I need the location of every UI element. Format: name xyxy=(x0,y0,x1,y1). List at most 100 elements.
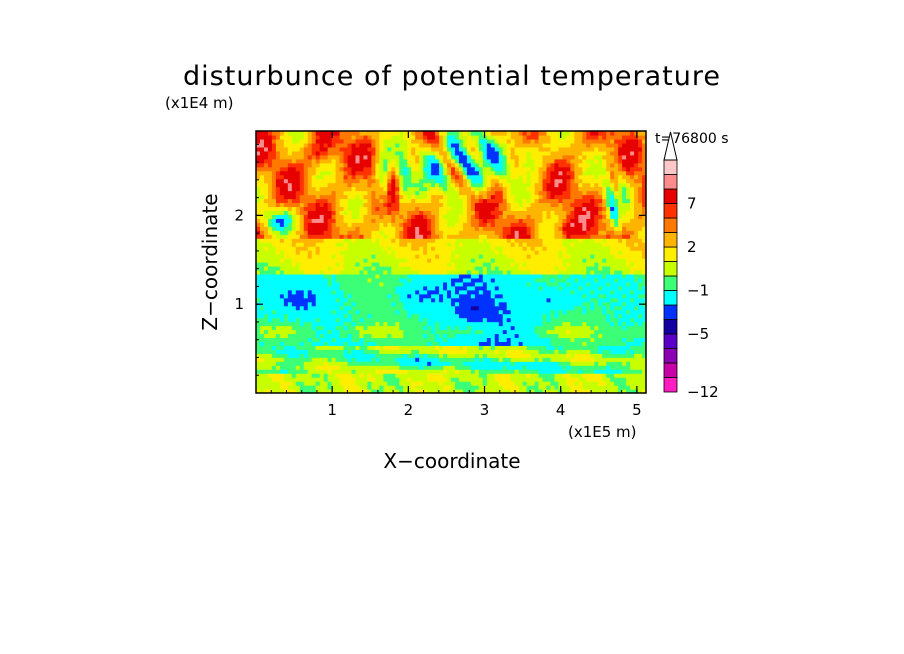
heatmap-cell xyxy=(618,293,623,299)
heatmap-cell xyxy=(291,329,297,335)
heatmap-cell xyxy=(482,349,488,354)
heatmap-cell xyxy=(566,226,571,231)
heatmap-cell xyxy=(494,329,500,335)
heatmap-cell xyxy=(383,222,388,227)
heatmap-cell xyxy=(642,389,646,393)
heatmap-cell xyxy=(606,357,611,362)
heatmap-cell xyxy=(574,234,579,239)
heatmap-cell xyxy=(466,285,472,291)
heatmap-cell xyxy=(431,293,436,299)
heatmap-cell xyxy=(470,230,476,235)
heatmap-cell xyxy=(474,313,480,319)
heatmap-cell xyxy=(387,389,392,393)
heatmap-cell xyxy=(299,238,305,243)
heatmap-cell xyxy=(510,262,516,267)
heatmap-cell xyxy=(415,214,420,219)
heatmap-cell xyxy=(526,238,532,243)
heatmap-cell xyxy=(275,341,281,346)
heatmap-cell xyxy=(287,190,293,196)
heatmap-cell xyxy=(435,273,440,279)
heatmap-cell xyxy=(514,262,520,267)
heatmap-cell xyxy=(447,246,452,251)
heatmap-cell xyxy=(311,313,317,319)
heatmap-cell xyxy=(606,210,611,215)
heatmap-cell xyxy=(534,250,540,255)
heatmap-cell xyxy=(351,373,357,378)
heatmap-cell xyxy=(542,317,548,323)
heatmap-cell xyxy=(634,234,639,239)
heatmap-cell xyxy=(566,230,571,235)
heatmap-cell xyxy=(642,250,646,255)
heatmap-cell xyxy=(594,206,599,211)
heatmap-cell xyxy=(311,222,317,227)
heatmap-cell xyxy=(319,297,325,303)
heatmap-cell xyxy=(315,293,321,299)
heatmap-cell xyxy=(538,349,544,354)
heatmap-cell xyxy=(355,250,361,255)
heatmap-cell xyxy=(303,230,309,235)
heatmap-cell xyxy=(399,273,404,279)
heatmap-cell xyxy=(327,337,333,342)
heatmap-cell xyxy=(347,361,353,366)
heatmap-cell xyxy=(375,281,380,287)
heatmap-cell xyxy=(339,361,345,366)
heatmap-cell xyxy=(275,373,281,378)
heatmap-cell xyxy=(263,202,269,208)
heatmap-cell xyxy=(359,345,365,350)
heatmap-cell xyxy=(542,361,548,366)
heatmap-cell xyxy=(256,210,261,215)
heatmap-cell xyxy=(526,345,532,350)
heatmap-cell xyxy=(554,361,560,366)
heatmap-cell xyxy=(283,262,289,267)
heatmap-cell xyxy=(311,214,317,219)
heatmap-cell xyxy=(494,349,500,354)
heatmap-cell xyxy=(375,262,380,267)
heatmap-cell xyxy=(383,194,388,200)
heatmap-cell xyxy=(303,385,309,390)
heatmap-cell xyxy=(482,333,488,339)
heatmap-cell xyxy=(291,365,297,370)
heatmap-cell xyxy=(566,273,571,279)
heatmap-cell xyxy=(447,265,452,271)
heatmap-cell xyxy=(570,238,575,243)
heatmap-cell xyxy=(343,349,349,354)
heatmap-cell xyxy=(359,321,365,327)
heatmap-cell xyxy=(331,210,337,215)
heatmap-cell xyxy=(530,325,536,331)
heatmap-cell xyxy=(506,198,512,204)
heatmap-cell xyxy=(570,258,575,263)
heatmap-cell xyxy=(598,258,603,263)
heatmap-cell xyxy=(590,273,595,279)
heatmap-cell xyxy=(259,246,265,251)
heatmap-cell xyxy=(522,242,528,247)
heatmap-cell xyxy=(558,353,564,358)
heatmap-cell xyxy=(315,210,321,215)
heatmap-cell xyxy=(415,341,420,346)
heatmap-cell xyxy=(415,206,420,211)
heatmap-cell xyxy=(411,250,416,255)
heatmap-cell xyxy=(570,357,575,362)
heatmap-cell xyxy=(642,254,646,259)
heatmap-cell xyxy=(486,198,492,204)
heatmap-cell xyxy=(634,317,639,323)
heatmap-cell xyxy=(562,329,568,335)
heatmap-cell xyxy=(339,214,345,219)
heatmap-cell xyxy=(638,381,643,386)
heatmap-cell xyxy=(387,230,392,235)
heatmap-cell xyxy=(379,269,384,275)
heatmap-cell xyxy=(490,389,496,393)
heatmap-cell xyxy=(638,198,643,204)
heatmap-cell xyxy=(554,341,560,346)
heatmap-cell xyxy=(347,222,353,227)
heatmap-cell xyxy=(335,238,341,243)
heatmap-cell xyxy=(638,321,643,327)
heatmap-cell xyxy=(307,329,313,335)
heatmap-cell xyxy=(522,361,528,366)
heatmap-cell xyxy=(275,285,281,291)
heatmap-cell xyxy=(586,293,591,299)
heatmap-cell xyxy=(494,357,500,362)
heatmap-cell xyxy=(538,218,544,223)
heatmap-cell xyxy=(458,389,464,393)
heatmap-cell xyxy=(582,377,587,382)
heatmap-cell xyxy=(470,297,476,303)
